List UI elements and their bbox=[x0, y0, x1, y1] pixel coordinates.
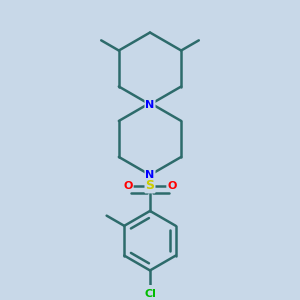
Text: S: S bbox=[146, 179, 154, 192]
Text: N: N bbox=[146, 100, 154, 110]
Text: O: O bbox=[167, 181, 177, 191]
Text: O: O bbox=[123, 181, 133, 191]
Text: N: N bbox=[146, 170, 154, 180]
Text: Cl: Cl bbox=[144, 289, 156, 299]
